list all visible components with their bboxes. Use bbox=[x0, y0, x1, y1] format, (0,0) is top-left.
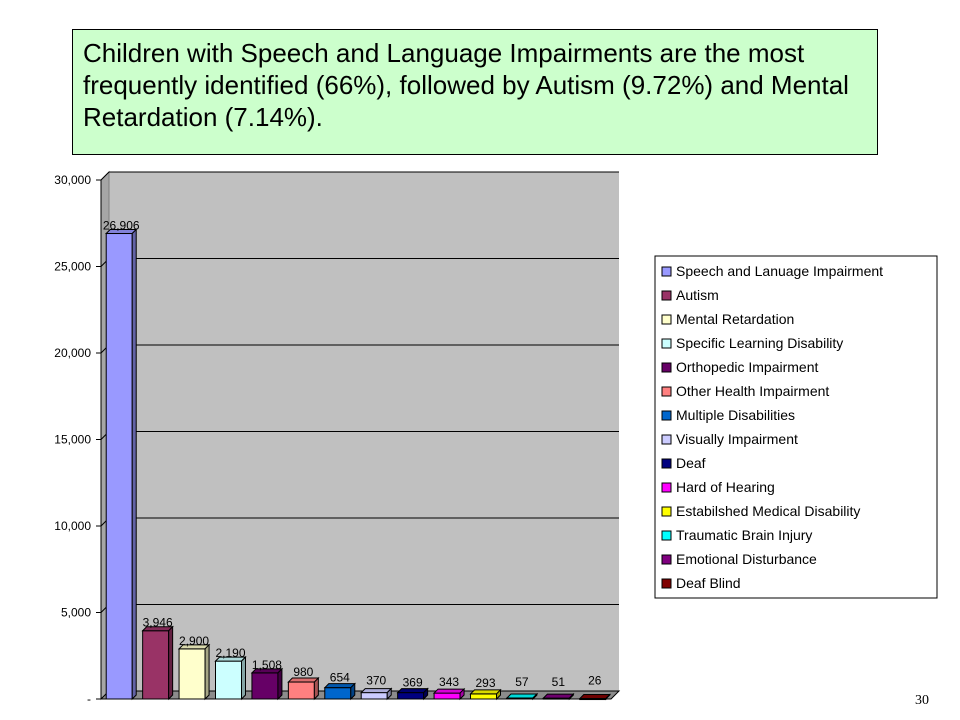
y-tick-label: 25,000 bbox=[54, 260, 91, 274]
legend-swatch bbox=[661, 362, 672, 373]
bar-side bbox=[568, 692, 574, 701]
legend-label: Deaf bbox=[676, 455, 706, 471]
bar-side bbox=[350, 682, 356, 701]
bar-front bbox=[105, 233, 133, 700]
bar-value-label: 2,900 bbox=[179, 634, 209, 648]
bar-front bbox=[215, 660, 242, 700]
bar-value-label: 26 bbox=[588, 674, 602, 688]
legend-swatch bbox=[661, 290, 672, 301]
legend-label: Other Health Impairment bbox=[676, 383, 829, 399]
bar-value-label: 369 bbox=[403, 676, 423, 690]
bar-value-label: 26,906 bbox=[103, 219, 140, 233]
legend-swatch bbox=[661, 530, 672, 541]
headline-textbox: Children with Speech and Language Impair… bbox=[72, 29, 878, 155]
bar-side bbox=[277, 667, 283, 701]
bar-value-label: 980 bbox=[293, 665, 313, 679]
legend-label: Deaf Blind bbox=[676, 575, 741, 591]
legend-swatch bbox=[661, 410, 672, 421]
bar-chart: - 5,000 10,000 15,000 20,000 25,000 30,000 26,9… bbox=[54, 170, 938, 706]
legend-swatch bbox=[661, 578, 672, 589]
bar-top bbox=[578, 694, 611, 700]
y-tick-label: - bbox=[87, 692, 91, 706]
plot-area-background bbox=[101, 172, 619, 699]
y-tick-label: 5,000 bbox=[61, 606, 91, 620]
bar-front bbox=[433, 692, 461, 700]
bar-value-label: 57 bbox=[515, 675, 529, 689]
bar-side bbox=[496, 688, 501, 701]
bar-value-label: 370 bbox=[366, 674, 386, 688]
legend-swatch bbox=[661, 386, 672, 397]
bar-front bbox=[397, 692, 425, 700]
bar-value-label: 2,190 bbox=[215, 646, 245, 660]
bar-side bbox=[204, 643, 210, 701]
legend-label: Speech and Lanuage Impairment bbox=[676, 263, 883, 279]
legend-label: Specific Learning Disability bbox=[676, 335, 843, 351]
bar-top bbox=[360, 688, 393, 694]
bar-top bbox=[432, 688, 466, 694]
bar-value-label: 293 bbox=[475, 676, 495, 690]
legend-label: Traumatic Brain Injury bbox=[676, 527, 812, 543]
gridline bbox=[100, 171, 619, 181]
legend-box bbox=[654, 255, 938, 599]
y-tick-label: 20,000 bbox=[54, 346, 91, 360]
bar-front bbox=[360, 692, 388, 700]
bar-side bbox=[386, 687, 392, 701]
legend-label: Orthopedic Impairment bbox=[676, 359, 819, 375]
bar-top bbox=[542, 693, 575, 699]
legend-swatch bbox=[661, 458, 672, 469]
bar-front bbox=[324, 687, 352, 700]
bar-front bbox=[287, 681, 315, 700]
legend-label: Autism bbox=[676, 287, 719, 303]
bar-side bbox=[423, 687, 429, 701]
bar-value-label: 654 bbox=[330, 671, 350, 685]
legend-label: Visually Impairment bbox=[676, 431, 798, 447]
bar-value-label: 51 bbox=[552, 675, 566, 689]
bar-value-label: 1,508 bbox=[252, 658, 282, 672]
y-tick-label: 10,000 bbox=[54, 519, 91, 533]
bar-top bbox=[469, 689, 502, 695]
bar-side bbox=[168, 625, 174, 701]
bar-front bbox=[142, 630, 170, 700]
bar-value-label: 3,946 bbox=[143, 616, 173, 630]
bar-side bbox=[241, 655, 246, 701]
bar-side bbox=[131, 228, 137, 701]
bar-side bbox=[605, 693, 611, 701]
bar-front bbox=[178, 648, 206, 700]
bar-side bbox=[532, 692, 538, 701]
legend-swatch bbox=[661, 338, 672, 349]
bar-side bbox=[459, 687, 465, 701]
legend-swatch bbox=[661, 482, 672, 493]
bar-side bbox=[313, 676, 319, 701]
legend-label: Estabilshed Medical Disability bbox=[676, 503, 860, 519]
legend-swatch bbox=[661, 506, 672, 517]
bar-front bbox=[470, 693, 497, 700]
legend-label: Mental Retardation bbox=[676, 311, 794, 327]
bar-top bbox=[505, 693, 539, 699]
legend-swatch bbox=[661, 554, 672, 565]
y-tick-label: 15,000 bbox=[54, 433, 91, 447]
legend-label: Multiple Disabilities bbox=[676, 407, 795, 423]
legend-swatch bbox=[661, 266, 672, 277]
legend-swatch bbox=[661, 434, 672, 445]
slide-number: 30 bbox=[915, 693, 929, 708]
legend-label: Emotional Disturbance bbox=[676, 551, 817, 567]
bar-value-label: 343 bbox=[439, 675, 459, 689]
legend-swatch bbox=[661, 314, 672, 325]
bar-front bbox=[251, 672, 279, 700]
y-tick-label: 30,000 bbox=[54, 173, 91, 187]
legend-label: Hard of Hearing bbox=[676, 479, 775, 495]
